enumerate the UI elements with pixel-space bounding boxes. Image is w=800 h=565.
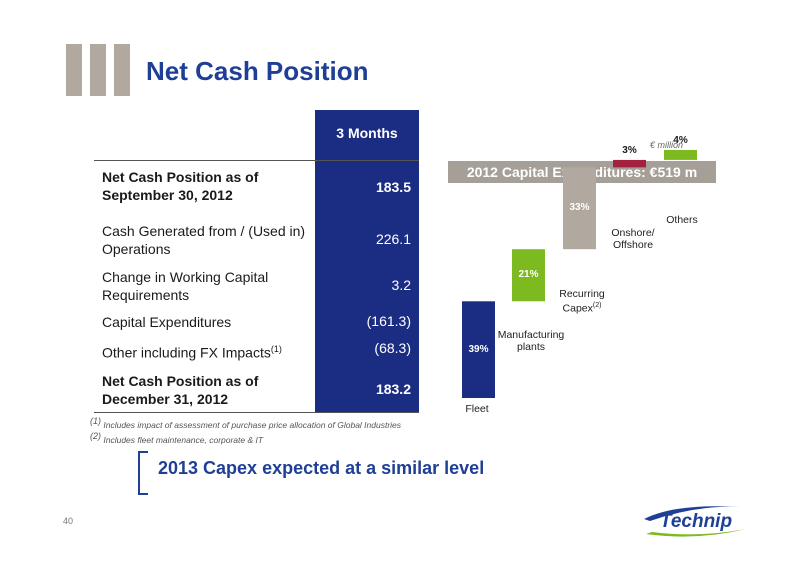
waterfall-value-label: 3%	[622, 144, 637, 156]
waterfall-bar	[462, 301, 495, 398]
waterfall-category-text: Manufacturing plants	[497, 329, 565, 353]
waterfall-bar	[613, 159, 646, 168]
waterfall-bar	[664, 150, 697, 160]
waterfall-category-label: Onshore/ Offshore	[598, 227, 668, 251]
technip-logo: Technip	[644, 506, 746, 537]
footnote-1: (1) Includes impact of assessment of pur…	[90, 416, 402, 430]
table-row-label-text: Net Cash Position as of December 31, 201…	[102, 373, 259, 407]
table-row-label-text: Cash Generated from / (Used in) Operatio…	[102, 223, 306, 257]
waterfall-category-label: Manufacturing plants	[495, 329, 567, 353]
table-row-label-text: Capital Expenditures	[102, 314, 232, 330]
table-row-label: Other including FX Impacts(1)	[102, 340, 312, 362]
table-row-value: 183.5	[375, 179, 411, 195]
chart-unit: € million	[650, 140, 684, 150]
waterfall-category-label: Fleet	[447, 403, 507, 415]
table-row-value: 3.2	[391, 277, 411, 293]
logo-wordmark: Technip	[660, 511, 732, 532]
months-column-header: 3 Months	[336, 125, 398, 141]
capex-outlook-note: 2013 Capex expected at a similar level	[158, 458, 485, 478]
table-row-label: Cash Generated from / (Used in) Operatio…	[102, 222, 312, 258]
footnotes: (1) Includes impact of assessment of pur…	[90, 416, 401, 446]
table-row-label: Change in Working Capital Requirements	[102, 268, 312, 304]
table-row-label: Capital Expenditures	[102, 313, 312, 331]
title-decor-bar-1	[66, 44, 82, 96]
footnote-2-text: Includes fleet maintenance, corporate & …	[103, 434, 264, 445]
footnote-2: (2) Includes fleet maintenance, corporat…	[90, 430, 264, 445]
table-row-value: 226.1	[375, 231, 411, 247]
title-decor-bar-3	[114, 44, 130, 96]
waterfall-category-text: Onshore/ Offshore	[611, 227, 655, 251]
footnote-1-text: Includes impact of assessment of purchas…	[103, 419, 402, 430]
table-row-value: 183.2	[375, 381, 411, 397]
table-row-label-text: Change in Working Capital Requirements	[102, 269, 269, 303]
table-row-label: Net Cash Position as of December 31, 201…	[102, 372, 312, 408]
waterfall-category-text: Others	[666, 214, 698, 226]
table-row-value: (161.3)	[366, 313, 411, 329]
table-row-label-text: Other including FX Impacts	[102, 344, 271, 361]
waterfall-category-label: Others	[650, 214, 714, 226]
page-title: Net Cash Position	[146, 56, 369, 86]
waterfall-category-text: Recurring Capex	[559, 288, 605, 315]
bracket-decor	[138, 451, 148, 495]
waterfall-value-label: 39%	[468, 343, 489, 355]
page-number: 40	[63, 516, 74, 526]
table-row-label: Net Cash Position as of September 30, 20…	[102, 168, 312, 204]
waterfall-bar	[563, 167, 596, 250]
logo-swoosh-top	[644, 506, 740, 521]
table-top-rule	[94, 160, 419, 161]
waterfall-value-label: 4%	[673, 135, 688, 146]
waterfall-bar	[512, 249, 545, 302]
table-row-value: (68.3)	[374, 340, 411, 356]
waterfall-category-label: Recurring Capex(2)	[550, 288, 614, 315]
waterfall-value-label: 33%	[569, 202, 590, 214]
table-row-label-text: Net Cash Position as of September 30, 20…	[102, 169, 259, 203]
waterfall-category-text: Fleet	[465, 403, 489, 415]
logo-swoosh-bottom	[646, 529, 746, 537]
table-bottom-rule	[94, 412, 419, 413]
footnote-ref: (1)	[270, 344, 282, 354]
waterfall-value-label: 21%	[518, 269, 539, 281]
footnote-ref: (2)	[592, 302, 602, 309]
title-decor-bar-2	[90, 44, 106, 96]
